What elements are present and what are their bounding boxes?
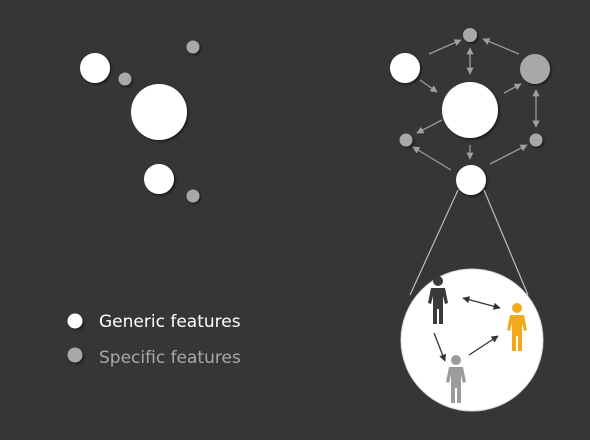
legend-specific-label: Specific features <box>99 348 241 368</box>
generic-node-left-small <box>80 53 110 83</box>
specific-node-left-c <box>186 189 200 203</box>
generic-node-right-center <box>442 82 498 138</box>
legend: Generic features Specific features <box>67 312 241 368</box>
zoom-line-right <box>483 189 529 296</box>
specific-node-left-b <box>186 40 200 54</box>
arrow <box>412 146 452 171</box>
arrow <box>428 39 462 55</box>
specific-node-left-a <box>118 72 132 86</box>
generic-node-left-large <box>131 84 187 140</box>
specific-node-right-right <box>529 133 543 147</box>
zoom-line-left <box>409 189 459 296</box>
arrow <box>489 144 528 165</box>
people-arrows <box>433 296 501 362</box>
person-icon <box>507 303 527 351</box>
legend-generic-label: Generic features <box>99 312 241 332</box>
arrow <box>468 335 499 356</box>
person-icon <box>446 355 466 403</box>
specific-node-top <box>463 28 477 42</box>
legend-specific-marker <box>67 347 83 363</box>
generic-node-right-left <box>390 53 420 83</box>
arrow <box>416 119 443 134</box>
arrow <box>503 83 522 94</box>
arrow <box>433 332 446 362</box>
specific-node-right-left <box>399 133 413 147</box>
right-network <box>390 28 550 195</box>
network-arrows <box>412 38 540 171</box>
arrow <box>482 38 520 55</box>
left-cluster <box>80 40 200 203</box>
generic-node-zoom-source <box>456 165 486 195</box>
arrow <box>462 296 501 310</box>
arrow <box>419 79 438 93</box>
zoom-callout <box>400 189 544 412</box>
specific-node-right-large <box>520 54 550 84</box>
person-icon <box>428 276 448 324</box>
generic-node-left-bottom <box>144 164 174 194</box>
legend-generic-marker <box>67 313 83 329</box>
